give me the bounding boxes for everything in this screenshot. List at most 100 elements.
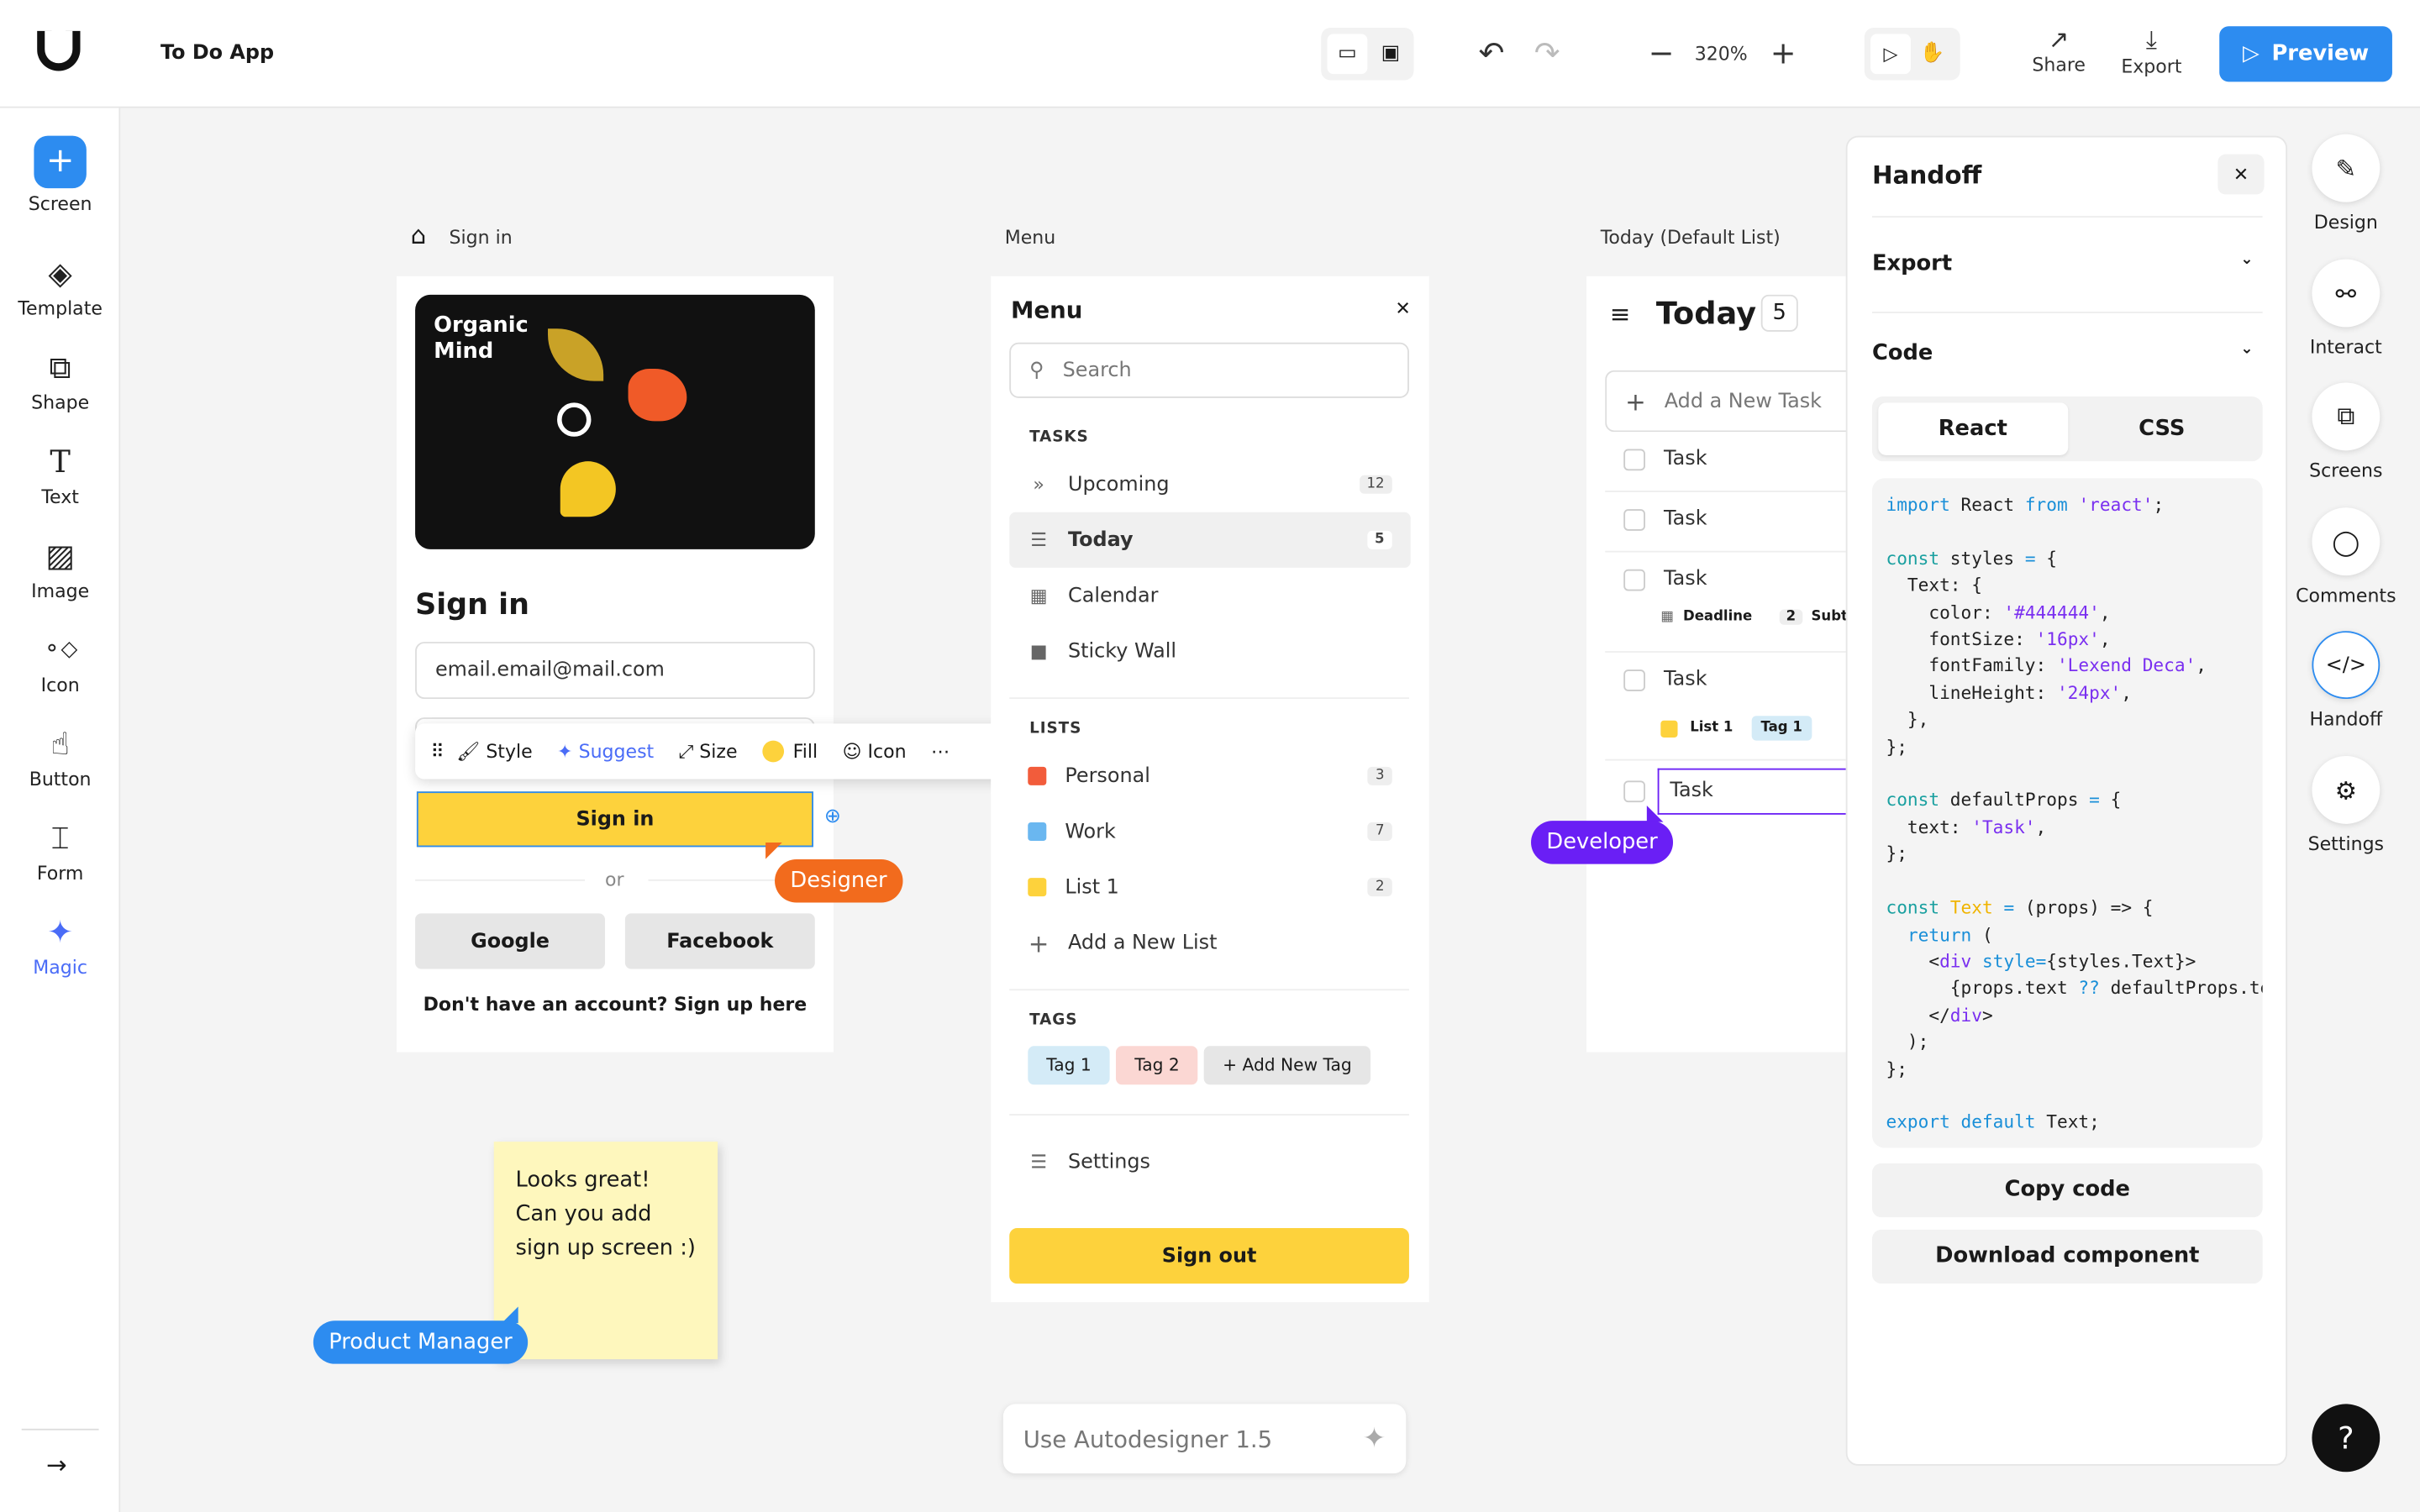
icon-button[interactable]: ☺ Icon [842,740,907,763]
fill-button[interactable]: Fill [761,740,818,763]
add-task-input[interactable]: + Add a New Task [1605,370,1853,433]
task-checkbox[interactable] [1623,780,1645,803]
menu-item-personal[interactable]: Personal 3 [1009,748,1411,804]
suggest-button[interactable]: ✦ Suggest [557,740,655,763]
task-item[interactable]: Task [1605,448,1846,470]
task-tag: Tag 1 [1751,716,1812,741]
hand-icon[interactable]: ✋ [1919,41,1945,66]
settings-button[interactable]: ⚙ [2312,756,2381,824]
undo-icon[interactable]: ↶ [1478,34,1505,71]
menu-item-work[interactable]: Work 7 [1009,804,1411,859]
menu-item-sticky-wall[interactable]: ■ Sticky Wall [1009,623,1411,679]
tags-header: TAGS [1029,1011,1078,1030]
task-checkbox[interactable] [1623,448,1645,470]
tag-1[interactable]: Tag 1 [1028,1046,1110,1085]
task-checkbox[interactable] [1623,508,1645,530]
close-panel-icon[interactable]: ✕ [2217,154,2265,195]
design-button[interactable]: ✎ [2312,134,2381,202]
add-list-button[interactable]: + Add a New List [1028,927,1218,958]
signin-button[interactable]: Sign in [416,791,813,848]
fill-swatch [761,740,784,763]
autodesigner-input[interactable]: Use Autodesigner 1.5 ✦ [1002,1404,1407,1474]
menu-item-settings[interactable]: ☰ Settings [1009,1134,1411,1189]
preview-button[interactable]: ▷ Preview [2219,26,2392,82]
pm-cursor-icon: ◢ [501,1302,518,1327]
export-section[interactable]: Export ⌄ [1871,251,2254,276]
task-item[interactable]: Task [1605,568,1846,591]
sparkle-icon[interactable]: ✦ [1362,1422,1386,1456]
size-button[interactable]: ⤢ Size [678,739,738,762]
mobile-view-icon[interactable]: ▣ [1381,41,1401,66]
menu-item-today[interactable]: ☰ Today 5 [1009,512,1411,568]
task-checkbox[interactable] [1623,568,1645,591]
desktop-view-icon[interactable]: ▭ [1327,34,1368,75]
more-icon[interactable]: ⋯ [930,740,950,763]
task-text-selected[interactable]: Task [1657,768,1846,815]
email-field[interactable]: email.email@mail.com [415,642,815,700]
screens-icon: ⧉ [2337,401,2355,431]
task-item[interactable]: Task [1605,507,1846,531]
designer-cursor-icon: ◤ [765,837,782,863]
view-toggle[interactable]: ▭ ▣ [1321,28,1414,81]
tool-template[interactable]: ◈ Template [18,255,103,320]
interact-button[interactable]: ⚯ [2312,259,2381,328]
tool-button[interactable]: ☝ Button [29,725,92,790]
tool-magic[interactable]: ✦ Magic [33,913,88,979]
tool-shape[interactable]: ⧉ Shape [31,349,90,414]
task-item[interactable]: Task [1605,668,1846,691]
plus-icon: + [1028,927,1050,958]
search-input[interactable]: ⚲ Search [1009,342,1409,398]
logo[interactable] [37,30,81,71]
screens-button[interactable]: ⧉ [2312,382,2381,451]
code-block[interactable]: import React from 'react'; const styles … [1871,478,2263,1148]
signup-link[interactable]: Don't have an account? Sign up here [423,993,808,1016]
drag-handle-icon[interactable]: ⠿ [430,740,445,763]
download-component-button[interactable]: Download component [1871,1229,2263,1284]
tool-screen[interactable]: + Screen [0,135,120,214]
task-item-selected[interactable]: Task [1605,768,1846,815]
share-button[interactable]: ↗ Share [2025,24,2093,76]
facebook-button[interactable]: Facebook [624,913,815,969]
comments-button[interactable]: ◯ [2312,507,2381,576]
task-checkbox[interactable] [1623,669,1645,690]
sign-out-button[interactable]: Sign out [1009,1228,1409,1284]
tool-image[interactable]: ▨ Image [31,537,90,602]
tool-text[interactable]: T Text [41,443,79,508]
add-circle-icon[interactable]: ⊕ [823,805,841,829]
menu-item-calendar[interactable]: ▦ Calendar [1009,568,1411,623]
hamburger-icon[interactable]: ≡ [1609,299,1631,329]
code-section[interactable]: Code ⌄ [1871,340,2254,366]
tool-icon[interactable]: ⚬◇ Icon [0,629,120,696]
frame-label-today[interactable]: Today (Default List) [1600,227,1781,249]
add-tag-button[interactable]: + Add New Tag [1204,1046,1370,1085]
tab-react[interactable]: React [1878,402,2068,455]
project-title[interactable]: To Do App [160,41,275,66]
divider [1605,491,1846,492]
leaf-shape [548,328,604,381]
copy-code-button[interactable]: Copy code [1871,1163,2263,1218]
google-button[interactable]: Google [415,913,606,969]
divider [1605,759,1846,761]
handoff-button[interactable]: </> [2312,631,2381,700]
export-button[interactable]: ⤓ Export [2118,24,2186,76]
search-icon: ⚲ [1029,359,1044,382]
frame-label-signin[interactable]: Sign in [449,227,513,249]
mode-toggle[interactable]: ▷ ✋ [1864,28,1960,81]
frame-label-menu[interactable]: Menu [1004,227,1056,249]
menu-item-upcoming[interactable]: » Upcoming 12 [1009,457,1411,512]
tag-2[interactable]: Tag 2 [1116,1046,1198,1085]
share-icon: ↗ [2048,24,2070,55]
pointer-icon[interactable]: ▷ [1870,34,1911,75]
tool-form[interactable]: ⌶ Form [36,819,84,885]
redo-icon[interactable]: ↷ [1534,34,1560,71]
style-button[interactable]: 🖌 Style [456,740,533,763]
zoom-level[interactable]: 320% [1694,43,1748,66]
close-icon[interactable]: ✕ [1395,297,1411,320]
zoom-in-icon[interactable]: + [1770,34,1797,71]
tab-css[interactable]: CSS [2139,416,2186,442]
help-button[interactable]: ? [2312,1404,2381,1473]
expand-arrow-icon[interactable]: → [46,1450,67,1480]
zoom-out-icon[interactable]: − [1648,34,1675,71]
sticky-note[interactable]: Looks great! Can you add sign up screen … [493,1142,718,1360]
